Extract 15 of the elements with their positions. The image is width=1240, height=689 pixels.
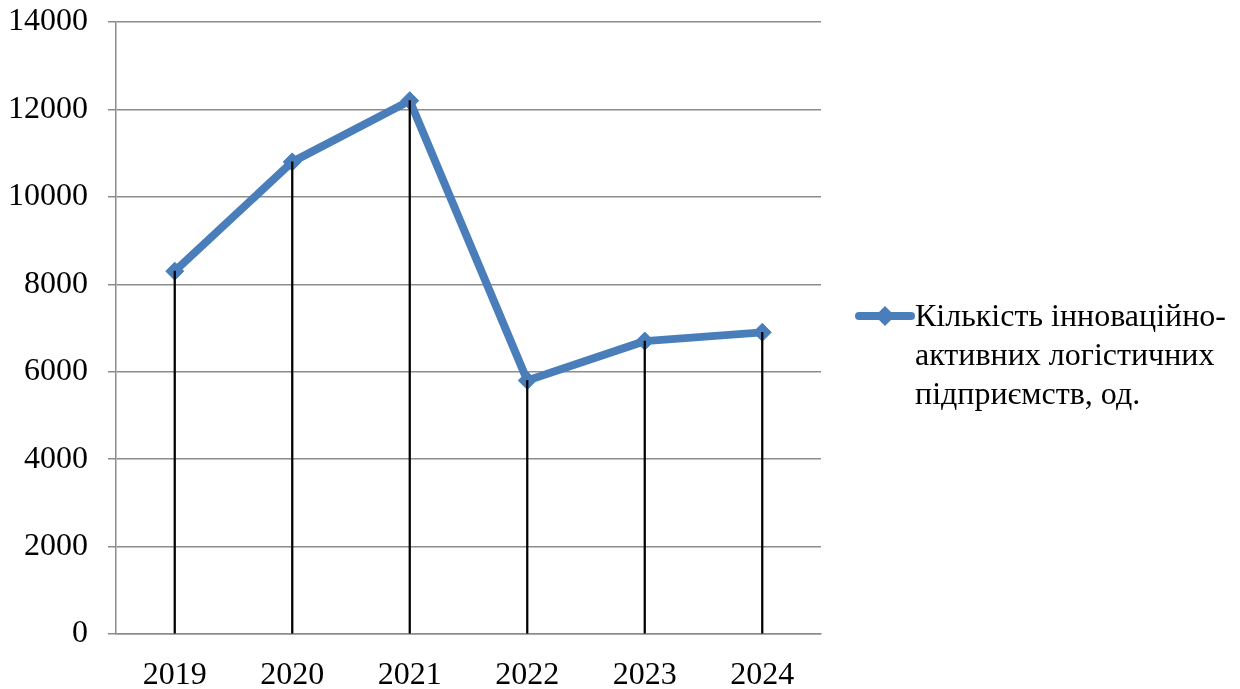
x-tick-label: 2022 <box>495 654 560 689</box>
y-tick-label: 10000 <box>8 176 88 213</box>
x-tick-label: 2023 <box>612 654 677 689</box>
x-tick-label: 2024 <box>730 654 795 689</box>
y-tick-label: 12000 <box>8 88 88 125</box>
y-tick-label: 6000 <box>24 351 88 388</box>
legend-label: Кількість інноваційно-активних логістичних підприємств, од. <box>915 296 1227 413</box>
y-tick-label: 14000 <box>8 1 88 38</box>
x-tick-label: 2020 <box>260 654 325 689</box>
y-tick-label: 8000 <box>24 263 88 300</box>
y-tick-label: 4000 <box>24 438 88 475</box>
x-tick-label: 2021 <box>377 654 442 689</box>
y-tick-label: 0 <box>72 613 88 650</box>
y-tick-label: 2000 <box>24 525 88 562</box>
x-tick-label: 2019 <box>142 654 207 689</box>
